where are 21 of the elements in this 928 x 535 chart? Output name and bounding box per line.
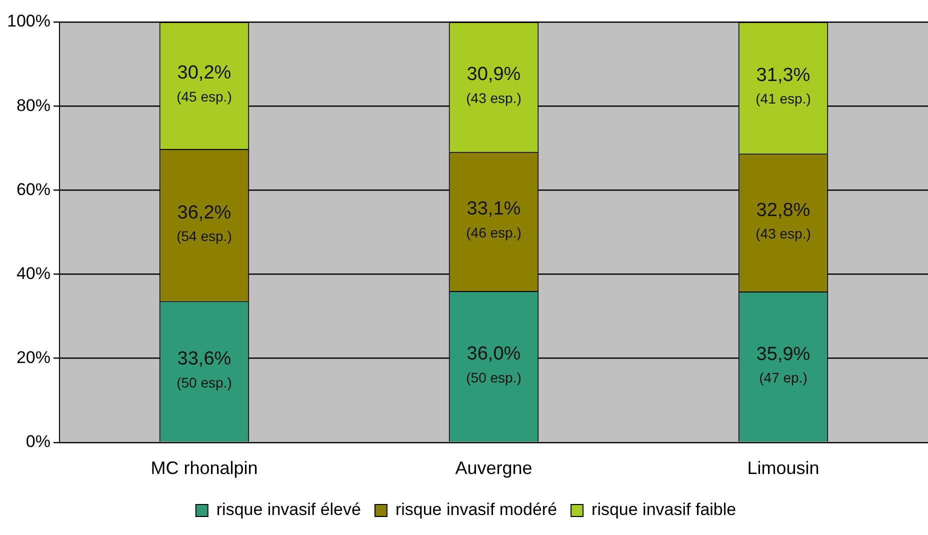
data-label: 31,3% (41 esp.) xyxy=(756,65,811,107)
y-tick-label: 100% xyxy=(6,12,50,31)
y-tick-label: 80% xyxy=(16,96,50,115)
data-label: 35,9% (47 ep.) xyxy=(756,344,810,386)
data-label: 30,9% (43 esp.) xyxy=(466,64,522,106)
y-tick-label: 0% xyxy=(26,432,50,452)
x-tick-label: MC rhonalpin xyxy=(150,458,258,478)
data-label: 36,2% (54 esp.) xyxy=(176,202,232,244)
data-label: 33,6% (50 esp.) xyxy=(176,348,232,390)
x-tick-label: Auvergne xyxy=(455,458,532,478)
data-label: 30,2% (45 esp.) xyxy=(176,62,232,104)
y-tick-label: 40% xyxy=(16,264,50,283)
legend-label: risque invasif modéré xyxy=(395,500,558,520)
y-tick-label: 20% xyxy=(16,348,50,368)
legend-label: risque invasif élevé xyxy=(216,500,361,520)
data-label: 33,1% (46 esp.) xyxy=(466,198,522,240)
data-label: 36,0% (50 esp.) xyxy=(466,344,522,386)
legend-label: risque invasif faible xyxy=(592,500,736,520)
x-tick-label: Limousin xyxy=(747,458,820,478)
y-tick-label: 60% xyxy=(16,180,50,199)
data-label: 32,8% (43 esp.) xyxy=(756,200,811,242)
